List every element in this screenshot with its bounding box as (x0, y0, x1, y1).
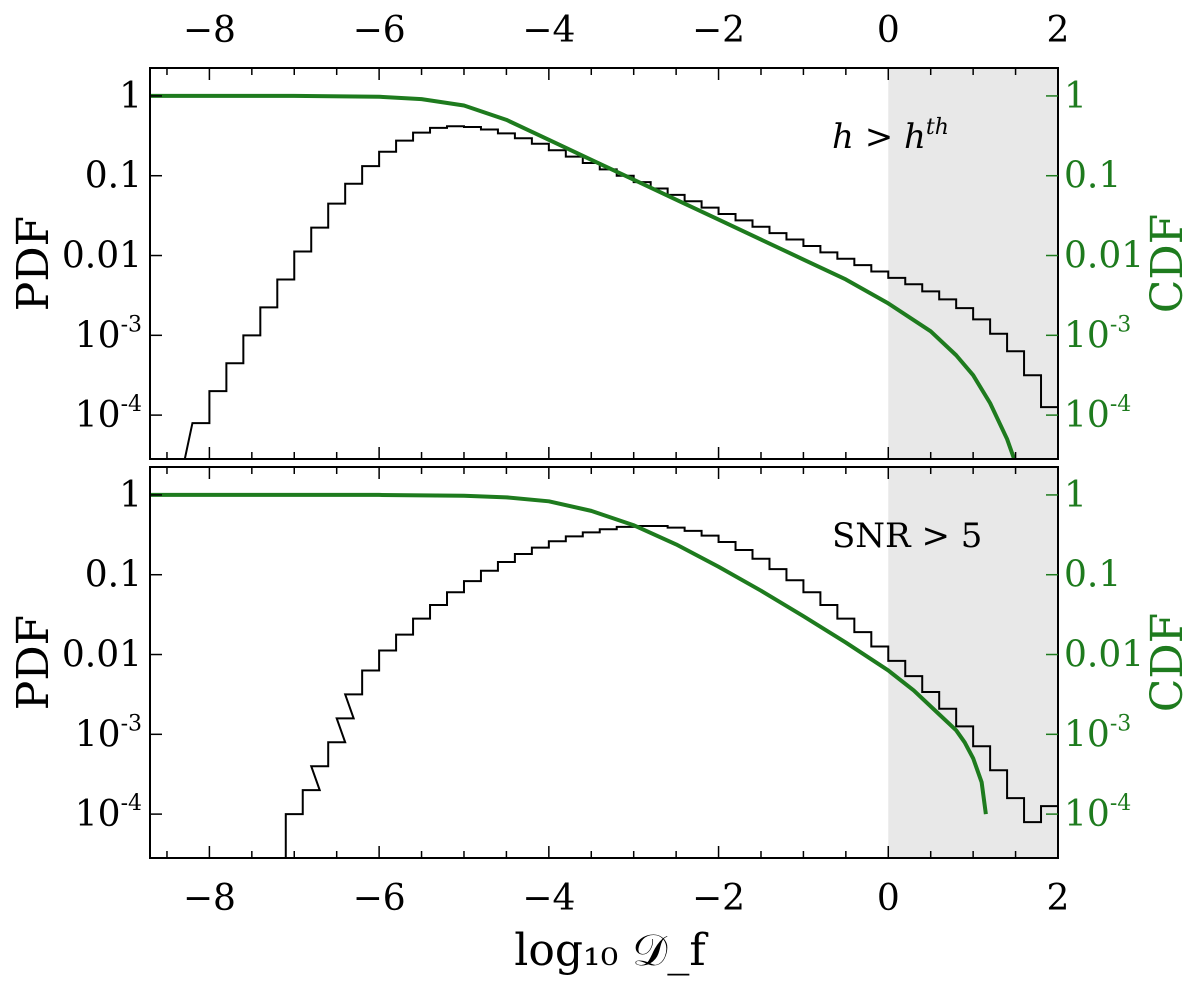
y-tick-label-right: 0.1 (1064, 555, 1121, 596)
y-tick-label-right: 10-3 (1064, 711, 1131, 755)
panel-bottom: 1 0.1 0.01 10-3 10-4 1 0.1 0.01 10-3 10-4 PDF CDF SN… (8, 466, 1193, 919)
y-tick-label-left: 10-4 (75, 791, 142, 835)
top-x-tick-label: −8 (183, 10, 236, 51)
y-tick-label-right: 0.01 (1064, 236, 1144, 277)
top-x-tick-label: −2 (692, 10, 745, 51)
top-axis-labels: −8 −6 −4 −2 0 2 (183, 10, 1070, 51)
top-x-tick-label: −4 (522, 10, 575, 51)
top-x-tick-label: 2 (1047, 10, 1070, 51)
x-tick-label: −4 (522, 878, 575, 919)
y-tick-label-right: 0.01 (1064, 635, 1144, 676)
y-axis-title-right: CDF (1142, 214, 1193, 313)
plot-frame (149, 466, 1059, 859)
x-tick-label: −8 (183, 878, 236, 919)
x-tick-label: −6 (353, 878, 406, 919)
x-tick-label: 0 (877, 878, 900, 919)
pdf-histogram (284, 525, 1058, 858)
top-x-tick-label: 0 (877, 10, 900, 51)
cdf-line (150, 492, 988, 815)
y-tick-label-left: 0.01 (62, 635, 142, 676)
y-tick-label-left: 1 (119, 76, 142, 117)
y-axis-title-left: PDF (8, 615, 59, 710)
shaded-region (888, 467, 1058, 858)
y-tick-label-left: 0.1 (85, 555, 142, 596)
y-tick-label-right: 1 (1064, 76, 1087, 117)
y-axis-title-left: PDF (8, 216, 59, 311)
plot-frame (149, 67, 1059, 460)
y-axis-title-right: CDF (1142, 613, 1193, 712)
y-tick-label-right: 0.1 (1064, 156, 1121, 197)
y-tick-label-left: 0.1 (85, 156, 142, 197)
panel-top: 1 0.1 0.01 10-3 10-4 1 0.1 0.01 10-3 10-4 PDF CDF h … (8, 67, 1193, 460)
y-tick-label-left: 10-4 (75, 392, 142, 436)
y-tick-label-right: 10-4 (1064, 392, 1131, 436)
top-x-tick-label: −6 (353, 10, 406, 51)
cdf-line (150, 93, 1017, 459)
y-tick-label-left: 10-3 (75, 312, 142, 356)
x-tick-label: −2 (692, 878, 745, 919)
x-tick-label: 2 (1047, 878, 1070, 919)
x-axis-title: log₁₀ 𝒟_f (514, 925, 708, 976)
y-tick-label-right: 1 (1064, 475, 1087, 516)
panel-annotation: SNR > 5 (832, 516, 982, 556)
y-tick-label-left: 0.01 (62, 236, 142, 277)
y-tick-label-right: 10-3 (1064, 312, 1131, 356)
y-tick-label-right: 10-4 (1064, 791, 1131, 835)
panel-annotation: h > hth (832, 115, 949, 157)
y-tick-label-left: 1 (119, 475, 142, 516)
shaded-region (888, 68, 1058, 459)
y-tick-label-left: 10-3 (75, 711, 142, 755)
